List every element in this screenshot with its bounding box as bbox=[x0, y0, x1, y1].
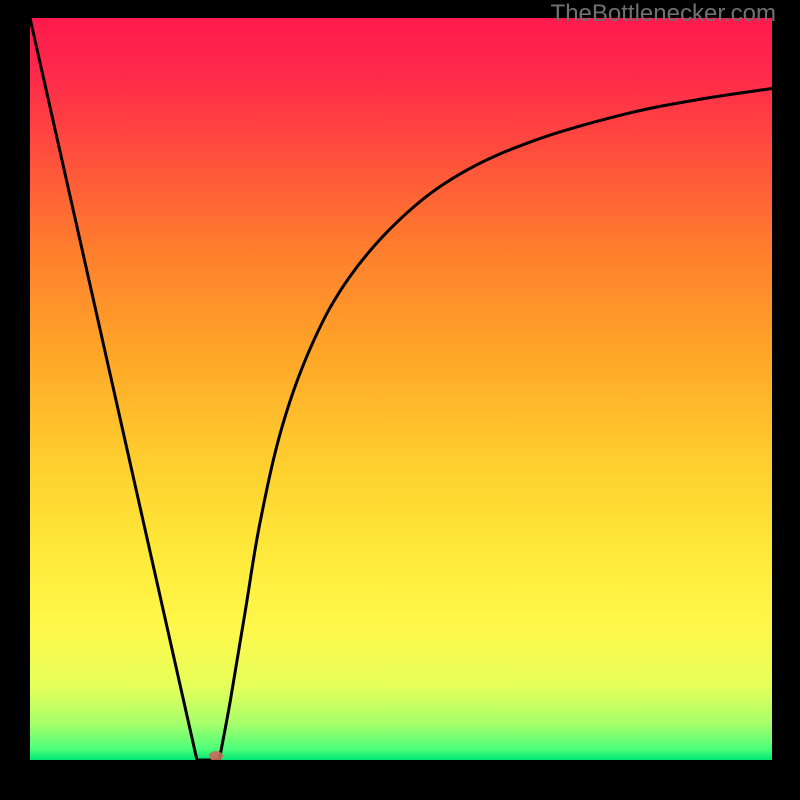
bottleneck-curve bbox=[30, 18, 772, 760]
plot-area bbox=[30, 18, 772, 760]
curve-layer bbox=[30, 18, 772, 760]
optimum-marker bbox=[209, 751, 223, 760]
chart-frame: TheBottlenecker.com bbox=[0, 0, 800, 800]
watermark-text: TheBottlenecker.com bbox=[551, 0, 776, 28]
